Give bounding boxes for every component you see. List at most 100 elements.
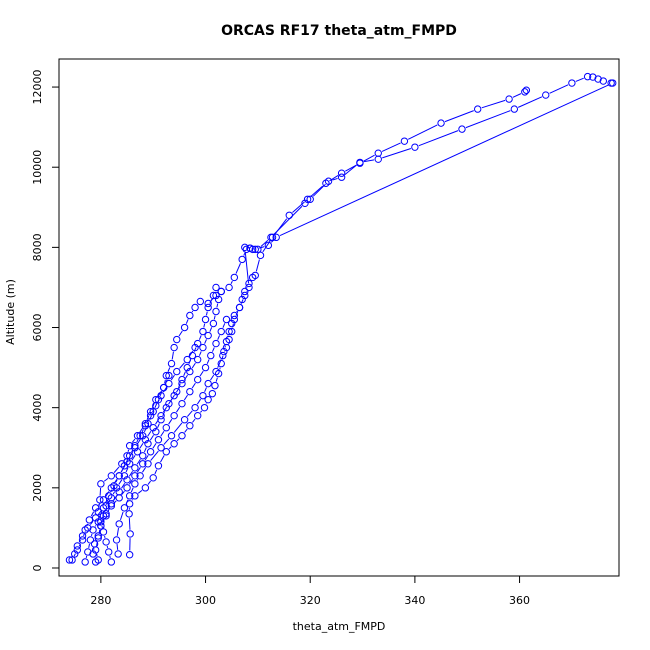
series-segment (103, 477, 109, 482)
data-point (110, 482, 118, 490)
data-point (411, 143, 419, 151)
data-point (230, 273, 239, 282)
data-point (167, 359, 176, 368)
data-point (193, 411, 202, 420)
data-point (211, 381, 219, 390)
series-segment (115, 479, 118, 483)
series-segment (232, 323, 234, 328)
series-segment (128, 518, 131, 530)
data-point (141, 420, 150, 428)
data-point (89, 526, 97, 534)
series-segment (517, 96, 543, 108)
series-segment (183, 374, 188, 381)
series-7 (89, 343, 199, 566)
series-segment (157, 423, 160, 429)
series-segment (217, 335, 221, 340)
data-point (522, 86, 531, 94)
series-segment (179, 362, 185, 369)
series-segment (211, 347, 215, 352)
y-tick-label: 8000 (31, 233, 44, 261)
data-point (245, 279, 253, 288)
series-segment (154, 469, 158, 475)
series-segment (178, 330, 183, 337)
data-point (154, 436, 163, 444)
series-segment (176, 438, 180, 442)
y-tick-label: 2000 (31, 474, 44, 502)
series-segment (110, 489, 113, 493)
series-segment (139, 426, 144, 433)
data-point (167, 432, 176, 440)
data-point (126, 530, 134, 538)
series-segment (149, 434, 154, 441)
series-segment (120, 511, 124, 521)
series-segment (152, 442, 157, 449)
series-segment (203, 323, 206, 328)
data-point (609, 79, 617, 87)
data-point (568, 79, 576, 87)
series-segment (123, 459, 126, 461)
data-point (157, 411, 165, 420)
data-point (118, 460, 126, 468)
series-segment (216, 303, 219, 308)
data-point (337, 169, 346, 177)
series-segment (176, 386, 181, 393)
data-point (225, 283, 233, 292)
data-point (162, 371, 170, 380)
data-point (125, 452, 134, 460)
data-point (125, 460, 134, 468)
series-segment (88, 543, 90, 548)
data-point (65, 556, 74, 564)
data-point (204, 379, 212, 388)
data-point (170, 411, 178, 420)
series-segment (512, 93, 522, 98)
series-segment (121, 490, 125, 495)
data-point (133, 448, 142, 456)
data-point (86, 536, 95, 544)
data-point (165, 371, 173, 380)
data-point (123, 452, 131, 460)
series-segment (137, 489, 143, 494)
data-point (162, 403, 170, 412)
series-segment (381, 142, 401, 152)
series-segment (130, 487, 134, 493)
series-segment (154, 403, 158, 409)
series-segment (97, 510, 102, 515)
data-point (115, 472, 123, 480)
series-segment (273, 205, 303, 235)
series-segment (312, 183, 326, 197)
series-segment (170, 374, 175, 381)
data-point (267, 233, 275, 242)
data-point (178, 379, 186, 388)
x-tick-label: 320 (300, 594, 321, 607)
series-segment (183, 394, 188, 401)
data-point (583, 72, 592, 81)
data-point (90, 540, 99, 548)
series-segment (125, 459, 129, 463)
data-point (200, 403, 209, 412)
data-point (193, 339, 202, 348)
data-point (136, 472, 144, 480)
y-axis-label: Altitude (m) (4, 279, 17, 345)
series-segment (240, 299, 244, 304)
data-point (94, 508, 102, 516)
data-point (154, 462, 163, 470)
data-point (146, 407, 155, 416)
series-segment (157, 390, 162, 397)
data-point (97, 522, 105, 530)
series-segment (189, 350, 194, 357)
series-segment (444, 110, 474, 123)
series-segment (116, 544, 119, 550)
data-point (228, 319, 236, 328)
data-point (594, 75, 602, 83)
series-8 (94, 371, 173, 566)
data-point (186, 422, 194, 430)
series-segment (215, 377, 218, 382)
series-segment (236, 310, 238, 313)
series-segment (310, 185, 324, 197)
series-segment (73, 553, 76, 557)
series-segment (120, 469, 123, 473)
series-segment (575, 77, 584, 82)
series-segment (78, 539, 82, 543)
data-point (212, 367, 220, 376)
data-point (131, 492, 139, 500)
